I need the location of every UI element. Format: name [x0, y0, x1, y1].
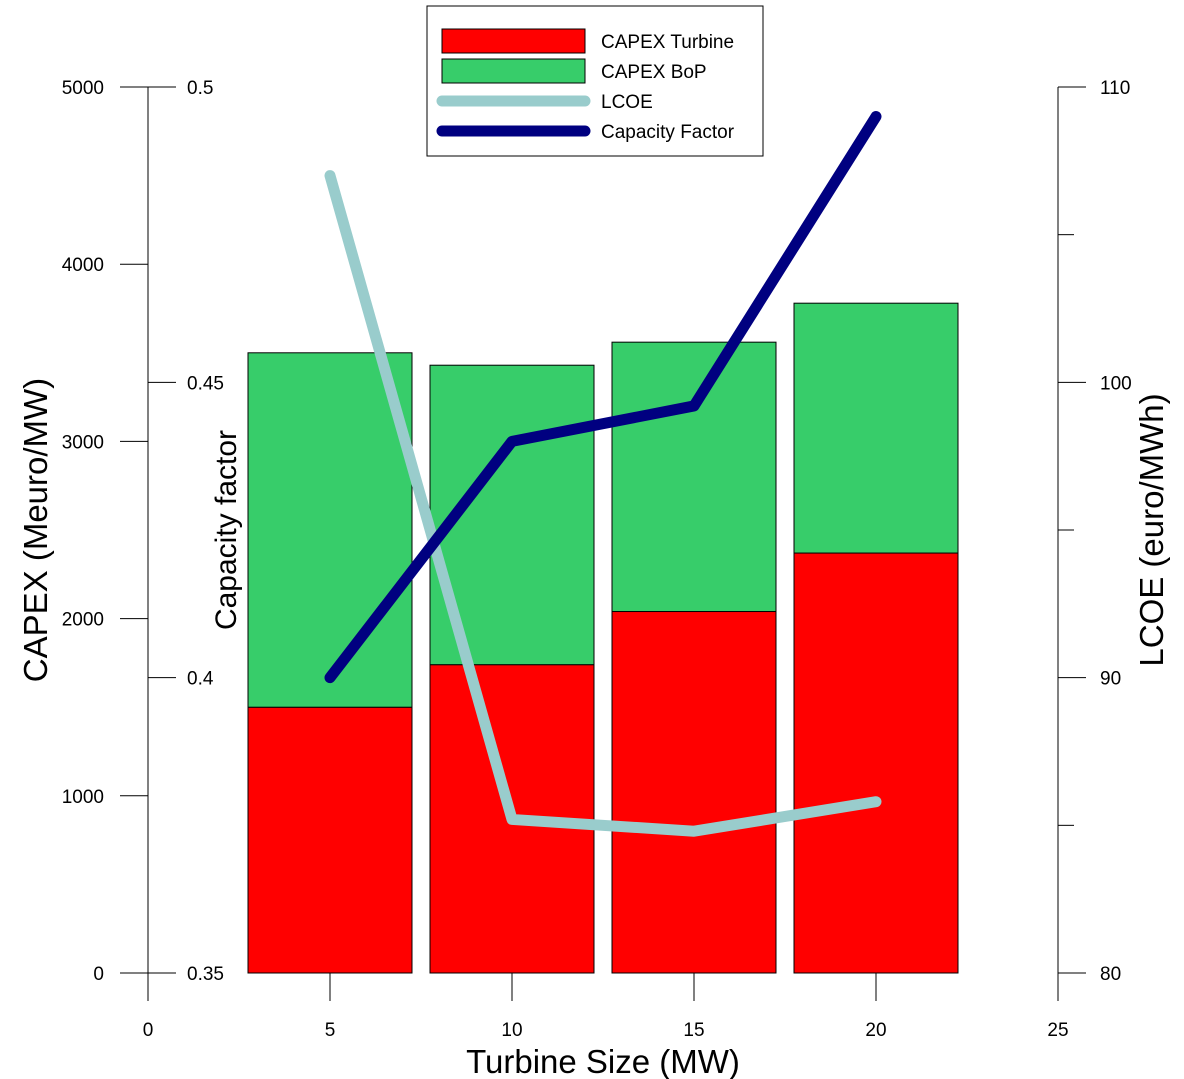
bar-capex-bop-20 — [793, 302, 959, 554]
lcoe-line — [324, 170, 882, 837]
capacity-tick-label: 0.5 — [187, 78, 213, 99]
x-tick-label: 5 — [325, 1020, 336, 1041]
lcoe-tick-label: 110 — [1100, 78, 1130, 99]
legend-label: CAPEX Turbine — [601, 32, 734, 53]
capacity-tick-label: 0.35 — [187, 964, 224, 985]
legend-swatch-capex-turbine — [441, 28, 586, 54]
lines-layer — [324, 111, 882, 837]
legend-label: Capacity Factor — [601, 122, 735, 143]
capex-tick-label: 5000 — [62, 78, 104, 99]
lcoe-tick-label: 100 — [1100, 373, 1132, 394]
x-tick-label: 20 — [865, 1020, 886, 1041]
bar-capex-bop-5 — [247, 352, 413, 708]
capex-tick-label: 1000 — [62, 787, 104, 808]
capacity-axis-title: Capacity factor — [210, 430, 243, 630]
capex-tick-label: 0 — [93, 964, 104, 985]
legend-label: CAPEX BoP — [601, 62, 707, 83]
capacity-tick-label: 0.45 — [187, 373, 224, 394]
x-tick-label: 0 — [143, 1020, 154, 1041]
lcoe-tick-label: 90 — [1100, 669, 1121, 690]
lcoe-tick-label: 80 — [1100, 964, 1121, 985]
capacity-factor-line — [324, 111, 882, 684]
capex-tick-label: 4000 — [62, 255, 104, 276]
capacity-tick-label: 0.4 — [187, 669, 214, 690]
x-tick-label: 25 — [1047, 1020, 1068, 1041]
bar-capex-turbine-20 — [793, 552, 959, 974]
x-tick-label: 15 — [683, 1020, 704, 1041]
bar-capex-turbine-15 — [611, 611, 777, 974]
capex-tick-label: 2000 — [62, 610, 104, 631]
legend: CAPEX Turbine CAPEX BoP LCOE Capacity Facto… — [426, 5, 764, 157]
x-axis-title: Turbine Size (MW) — [466, 1043, 740, 1079]
bar-capex-bop-15 — [611, 341, 777, 613]
capex-tick-label: 3000 — [62, 432, 104, 453]
bar-capex-turbine-5 — [247, 706, 413, 974]
legend-swatch-capex-bop — [441, 58, 586, 84]
capex-axis-title: CAPEX (Meuro/MW) — [17, 378, 54, 682]
legend-label: LCOE — [601, 92, 653, 113]
lcoe-axis-title: LCOE (euro/MWh) — [1133, 393, 1170, 666]
x-tick-label: 10 — [501, 1020, 522, 1041]
